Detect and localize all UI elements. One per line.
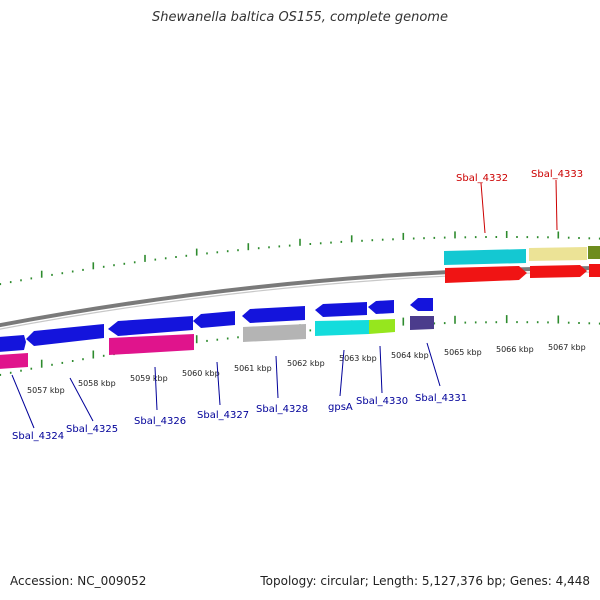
- label-leader: [426, 342, 441, 387]
- label-leader: [555, 179, 558, 231]
- scale-label: 5065 kbp: [444, 348, 482, 357]
- scale-label: 5058 kbp: [78, 379, 116, 388]
- genome-title: Shewanella baltica OS155, complete genom…: [152, 10, 448, 25]
- backbone-outer: [0, 266, 600, 328]
- red-cds-2: [530, 265, 587, 278]
- label-leader: [480, 182, 486, 234]
- pink-block-1: [0, 353, 28, 369]
- gene-label-bottom[interactable]: Sbal_4324: [12, 431, 64, 442]
- blue-cds-2: [26, 324, 104, 346]
- blue-cds-5: [242, 306, 305, 323]
- gene-label-bottom[interactable]: gpsA: [328, 402, 353, 413]
- gene-label-bottom[interactable]: Sbal_4326: [134, 416, 186, 427]
- cyan-block-top: [444, 249, 526, 265]
- blue-cds-6: [315, 302, 367, 317]
- green-block: [369, 319, 395, 334]
- genome-stats-label: Topology: circular; Length: 5,127,376 bp…: [260, 574, 590, 588]
- top-gene-labels: Sbal_4332 Sbal_4333: [456, 169, 583, 234]
- scale-label: 5059 kbp: [130, 374, 168, 383]
- scale-label: 5060 kbp: [182, 369, 220, 378]
- olive-block: [588, 246, 600, 259]
- blue-cds-3: [108, 316, 193, 336]
- khaki-block: [529, 247, 587, 261]
- gene-label-bottom[interactable]: Sbal_4330: [356, 396, 408, 407]
- label-leader: [339, 349, 345, 397]
- gene-label-bottom[interactable]: Sbal_4327: [197, 410, 249, 421]
- label-leader: [11, 374, 35, 429]
- blue-cds-1: [0, 335, 26, 352]
- blue-cds-8: [410, 298, 433, 311]
- feature-track: [0, 246, 600, 369]
- blue-cds-4: [193, 311, 235, 328]
- gene-label-bottom[interactable]: Sbal_4325: [66, 424, 118, 435]
- scale-labels: 5057 kbp 5058 kbp 5059 kbp 5060 kbp 5061…: [27, 343, 586, 395]
- scale-label: 5063 kbp: [339, 354, 377, 363]
- scale-label: 5061 kbp: [234, 364, 272, 373]
- scale-label: 5062 kbp: [287, 359, 325, 368]
- label-leader: [379, 345, 383, 394]
- gene-label-top[interactable]: Sbal_4333: [531, 169, 583, 180]
- cyan-block-bottom: [315, 320, 369, 336]
- bottom-gene-labels: Sbal_4324 Sbal_4325 Sbal_4326 Sbal_4327 …: [11, 342, 467, 442]
- red-cds-3: [589, 264, 600, 277]
- accession-label: Accession: NC_009052: [10, 574, 147, 588]
- label-leader: [69, 377, 94, 422]
- gene-label-top[interactable]: Sbal_4332: [456, 173, 508, 184]
- scale-label: 5066 kbp: [496, 345, 534, 354]
- label-leader: [216, 361, 221, 406]
- red-cds-1: [445, 266, 527, 283]
- gene-label-bottom[interactable]: Sbal_4331: [415, 393, 467, 404]
- scale-label: 5067 kbp: [548, 343, 586, 352]
- gene-label-bottom[interactable]: Sbal_4328: [256, 404, 308, 415]
- label-leader: [275, 355, 279, 399]
- scale-label: 5057 kbp: [27, 386, 65, 395]
- blue-cds-7: [368, 300, 394, 314]
- scale-label: 5064 kbp: [391, 351, 429, 360]
- label-leader: [154, 366, 158, 411]
- purple-block: [410, 316, 434, 330]
- gray-block: [243, 324, 306, 342]
- pink-block-2: [109, 334, 194, 355]
